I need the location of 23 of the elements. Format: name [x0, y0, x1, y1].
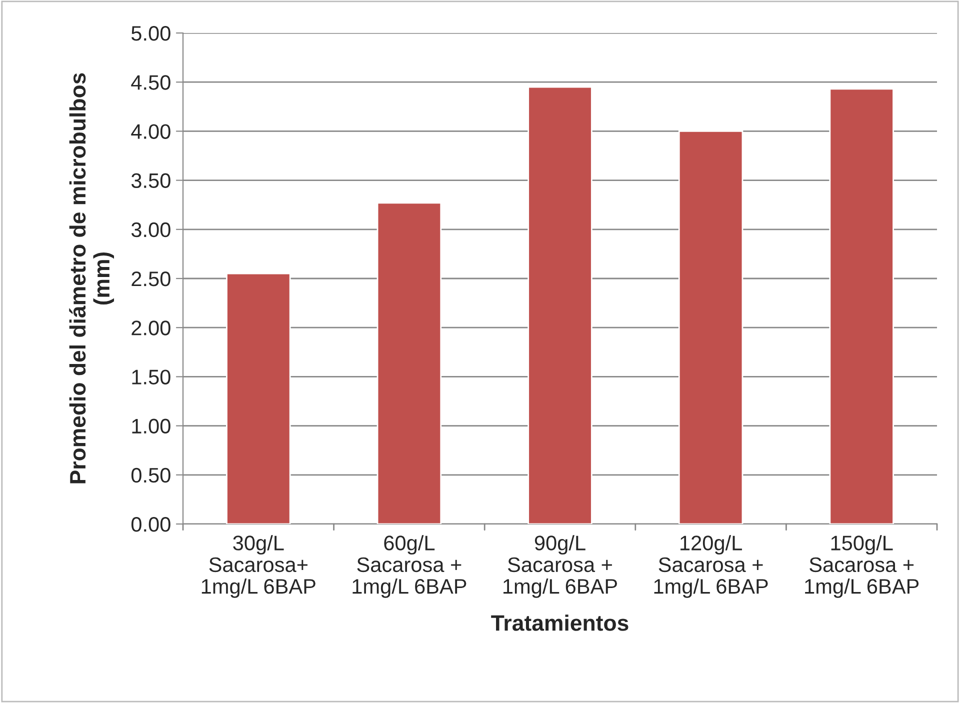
- x-tick-label: 60g/L Sacarosa + 1mg/L 6BAP: [352, 535, 466, 598]
- y-tick-label: 1.00: [132, 418, 170, 434]
- y-tick-label: 3.00: [131, 222, 170, 238]
- x-tick-label: 90g/L Sacarosa + 1mg/L 6BAP: [504, 535, 617, 598]
- x-tick-label: 120g/L Sacarosa + 1mg/L 6BAP: [654, 535, 768, 598]
- y-tick-label: 0.50: [131, 468, 170, 483]
- y-tick-label: 2.50: [132, 272, 170, 286]
- x-axis-title: Tratamientos: [491, 614, 628, 631]
- bar: [528, 86, 592, 524]
- y-tick-label: 0.00: [131, 517, 170, 532]
- y-tick-label: 2.00: [132, 320, 170, 336]
- y-tick-label: 5.00: [131, 26, 170, 41]
- y-tick-label: 3.50: [131, 173, 170, 188]
- bar: [376, 202, 442, 524]
- y-tick-label: 4.00: [131, 124, 170, 139]
- bar: [829, 88, 894, 524]
- bar: [678, 130, 744, 524]
- x-tick-label: 150g/L Sacarosa + 1mg/L 6BAP: [805, 535, 919, 598]
- y-tick-label: 1.50: [132, 370, 170, 384]
- y-axis-title: Promedio del diámetro de microbulbos (mm): [69, 73, 114, 484]
- bar: [226, 272, 291, 524]
- x-tick-label: 30g/L Sacarosa+ 1mg/L 6BAP: [202, 535, 316, 598]
- y-tick-label: 4.50: [131, 75, 170, 90]
